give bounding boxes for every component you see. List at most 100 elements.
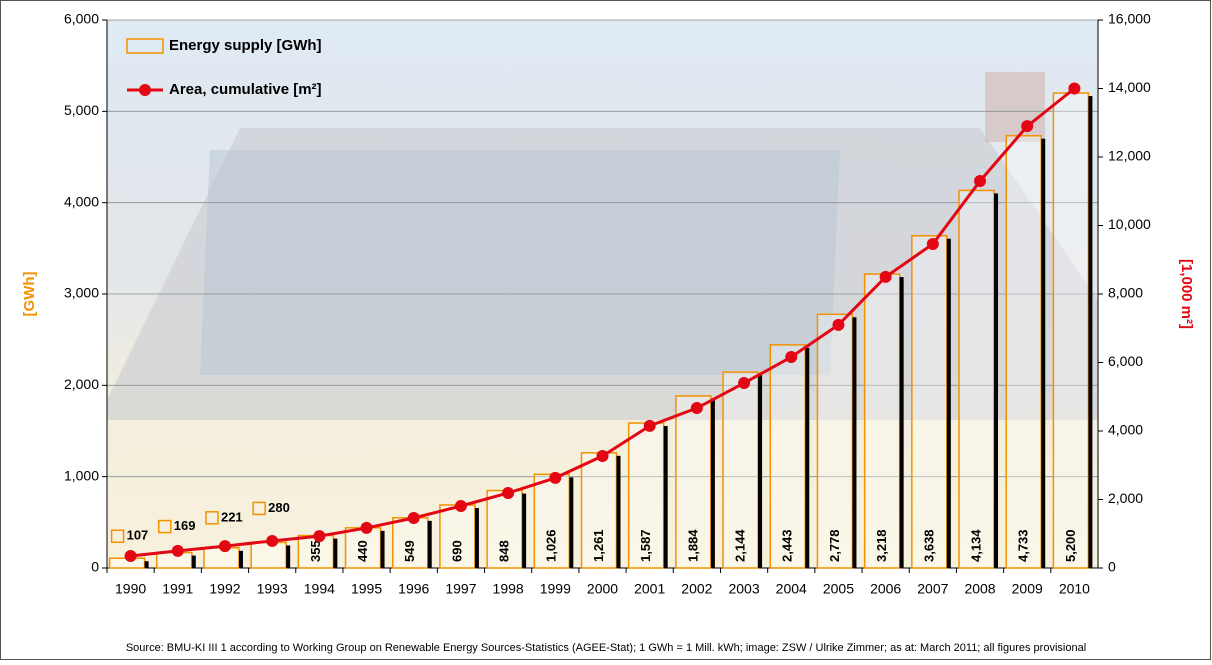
line-marker <box>738 377 751 390</box>
line-marker <box>313 530 326 543</box>
bar-shadow <box>427 520 432 568</box>
line-marker <box>879 270 892 283</box>
bar-shadow <box>238 550 243 568</box>
value-label: 1,884 <box>685 529 700 562</box>
line-marker <box>502 486 515 499</box>
bar <box>439 504 476 569</box>
x-tick-label: 2000 <box>587 581 618 597</box>
chimney <box>985 72 1045 142</box>
y2-tick-label: 16,000 <box>1108 11 1151 27</box>
bar-shadow <box>663 426 668 568</box>
bar <box>911 234 948 569</box>
value-label: 221 <box>221 509 243 524</box>
line-marker <box>360 521 373 534</box>
bar-shadow <box>852 317 857 568</box>
bar <box>722 371 759 569</box>
line-marker <box>124 550 137 563</box>
line-marker <box>407 511 420 524</box>
value-label: 2,443 <box>780 529 795 562</box>
line-marker <box>974 174 987 187</box>
y2-tick-label: 8,000 <box>1108 285 1143 301</box>
x-tick-label: 2005 <box>823 581 854 597</box>
bar-shadow <box>616 455 621 568</box>
x-tick-label: 1997 <box>445 581 476 597</box>
line-marker <box>454 500 467 513</box>
bar <box>958 189 995 569</box>
bar <box>580 452 618 569</box>
line-marker <box>218 540 231 553</box>
bar-shadow <box>474 507 479 568</box>
bar-shadow <box>380 530 385 568</box>
value-label: 355 <box>308 540 323 562</box>
value-label-marker <box>158 519 172 534</box>
line-marker <box>549 471 562 484</box>
x-tick-label: 2001 <box>634 581 665 597</box>
line-marker <box>596 450 609 463</box>
value-label: 3,218 <box>874 529 889 562</box>
y2-axis-title: [1,000 m²] <box>1178 259 1195 329</box>
bar <box>769 344 807 569</box>
x-tick-label: 2008 <box>964 581 995 597</box>
x-tick-label: 1998 <box>493 581 524 597</box>
bar-shadow <box>569 477 574 568</box>
bar <box>533 473 571 569</box>
x-tick-label: 1992 <box>209 581 240 597</box>
value-label: 169 <box>174 518 196 533</box>
value-label: 3,638 <box>921 529 936 562</box>
x-tick-label: 2010 <box>1059 581 1090 597</box>
y2-tick-label: 10,000 <box>1108 216 1151 232</box>
line-marker <box>785 351 798 364</box>
bar <box>1052 92 1090 569</box>
value-label: 4,134 <box>968 529 983 562</box>
x-tick-label: 1999 <box>540 581 571 597</box>
bar-shadow <box>333 538 338 568</box>
bar-shadow <box>805 347 810 568</box>
x-tick-label: 2006 <box>870 581 901 597</box>
x-tick-label: 1996 <box>398 581 429 597</box>
value-label: 280 <box>268 500 290 515</box>
value-label: 2,778 <box>827 529 842 562</box>
y2-tick-label: 6,000 <box>1108 353 1143 369</box>
y-tick-label: 6,000 <box>64 11 99 27</box>
line-marker <box>926 237 939 250</box>
value-label-marker <box>252 501 266 516</box>
bar <box>863 273 901 569</box>
y2-tick-label: 12,000 <box>1108 148 1151 164</box>
value-label: 107 <box>127 528 149 543</box>
x-tick-label: 2003 <box>728 581 759 597</box>
y2-tick-label: 0 <box>1108 559 1116 575</box>
value-label: 848 <box>497 540 512 562</box>
y-axis-title: [GWh] <box>21 272 38 317</box>
legend-swatch <box>126 38 164 54</box>
y-tick-label: 4,000 <box>64 193 99 209</box>
line-marker <box>266 534 279 547</box>
legend-label: Area, cumulative [m²] <box>169 81 322 98</box>
bar-shadow <box>286 545 291 568</box>
bar <box>816 313 854 569</box>
y-tick-label: 1,000 <box>64 467 99 483</box>
bar-shadow <box>1088 96 1093 569</box>
x-tick-label: 1990 <box>115 581 146 597</box>
line-marker <box>1021 120 1034 133</box>
value-label: 1,587 <box>638 529 653 562</box>
y-tick-label: 0 <box>91 559 99 575</box>
y-tick-label: 3,000 <box>64 285 99 301</box>
line-marker <box>832 318 845 331</box>
value-label: 440 <box>355 540 370 562</box>
bar <box>391 517 429 569</box>
bar-shadow <box>710 398 715 568</box>
legend-swatch-marker <box>139 84 151 96</box>
y2-tick-label: 2,000 <box>1108 490 1143 506</box>
y-tick-label: 2,000 <box>64 376 99 392</box>
y2-tick-label: 4,000 <box>1108 422 1143 438</box>
value-label: 2,144 <box>733 529 748 562</box>
value-label: 5,200 <box>1063 529 1078 562</box>
value-label: 690 <box>449 540 464 562</box>
solar-panel <box>200 150 840 375</box>
bar <box>250 541 287 569</box>
x-tick-label: 1991 <box>162 581 193 597</box>
source-note: Source: BMU-KI III 1 according to Workin… <box>126 642 1086 654</box>
x-tick-label: 2002 <box>681 581 712 597</box>
